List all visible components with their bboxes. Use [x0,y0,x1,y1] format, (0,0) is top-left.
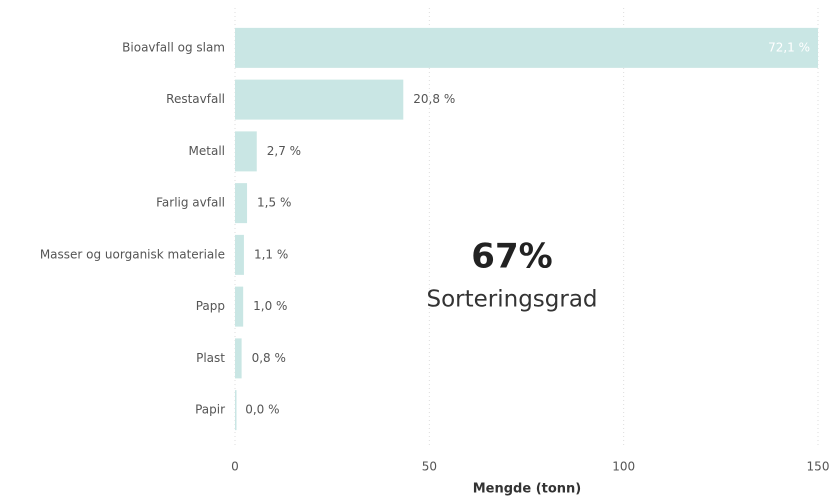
data-label: 0,8 % [252,351,286,365]
bar [235,131,257,172]
data-label: 2,7 % [267,144,301,158]
x-tick-label: 50 [422,460,437,474]
x-tick-label: 150 [807,460,830,474]
y-tick-label: Papp [196,299,225,313]
data-label: 20,8 % [413,92,455,106]
bar [235,286,244,327]
y-tick-label: Masser og uorganisk materiale [40,247,225,261]
x-tick-label: 0 [231,460,239,474]
bar [235,390,237,431]
bar [235,338,242,379]
y-tick-label: Farlig avfall [156,196,225,210]
data-label: 1,1 % [254,247,288,261]
data-label: 72,1 % [768,40,810,54]
bar [235,183,248,224]
data-label: 1,0 % [253,299,287,313]
bar [235,234,244,275]
y-tick-label: Plast [196,351,225,365]
y-tick-label: Metall [189,144,225,158]
bar [235,27,818,68]
kpi-label: Sorteringsgrad [426,287,597,313]
y-tick-label: Papir [195,403,225,417]
data-label: 1,5 % [257,196,291,210]
x-tick-label: 100 [612,460,635,474]
kpi-value: 67% [471,237,552,277]
data-label: 0,0 % [245,403,279,417]
x-axis-title: Mengde (tonn) [473,482,582,497]
y-tick-label: Restavfall [166,92,225,106]
y-tick-label: Bioavfall og slam [122,40,225,54]
bar [235,79,404,120]
